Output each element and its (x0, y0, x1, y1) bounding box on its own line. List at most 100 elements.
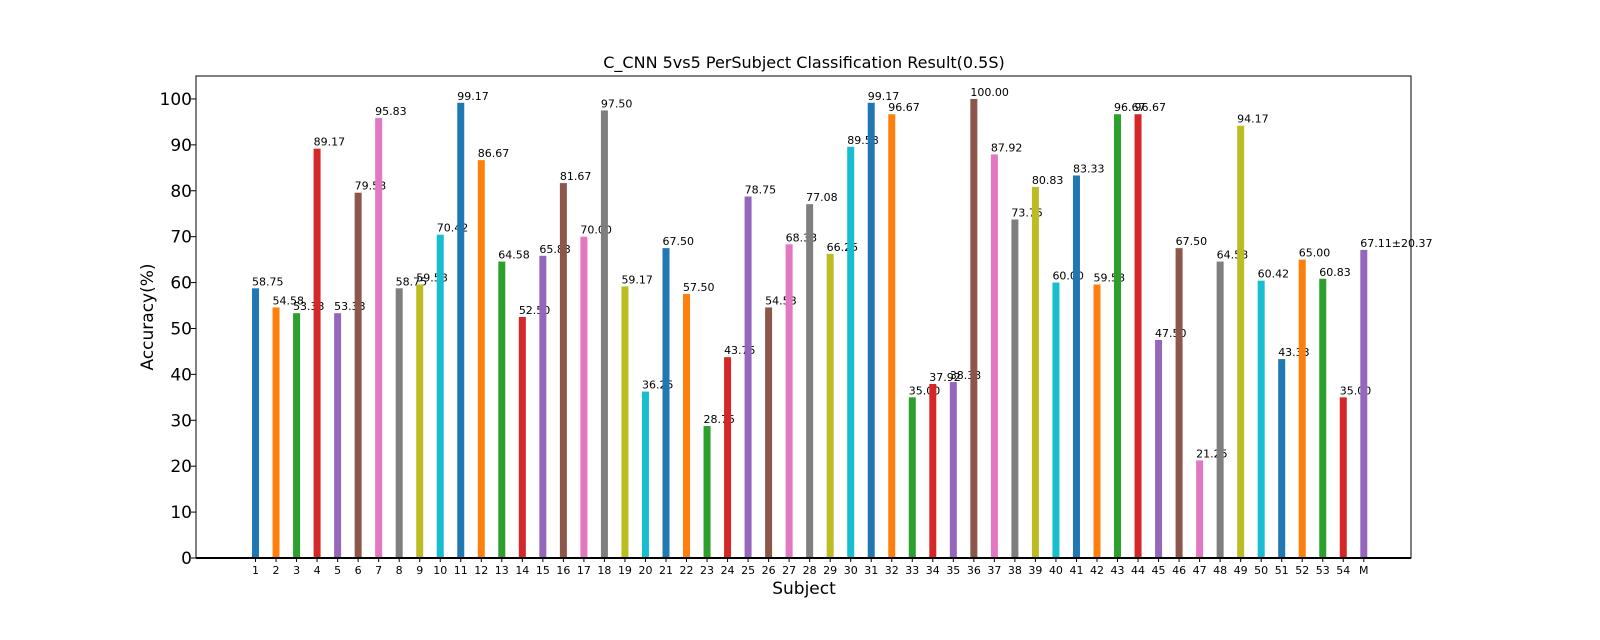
bar (703, 426, 711, 558)
bar (436, 234, 444, 559)
x-tick-label: 49 (1234, 564, 1248, 577)
bar (683, 294, 691, 558)
bar (477, 160, 485, 558)
x-tick-label: 18 (597, 564, 611, 577)
x-tick-label: 14 (515, 564, 529, 577)
bar (375, 118, 383, 558)
bar (1011, 219, 1019, 558)
x-tick-label: 38 (1008, 564, 1022, 577)
bar (1360, 249, 1368, 558)
y-tick-label: 80 (170, 182, 192, 202)
x-tick-label: 42 (1090, 564, 1104, 577)
x-tick-label: 15 (536, 564, 550, 577)
bar (1052, 282, 1060, 558)
data-label: 67.50 (662, 235, 694, 248)
data-label: 97.50 (601, 97, 633, 110)
x-tick-label: 19 (618, 564, 632, 577)
bar (539, 255, 547, 558)
x-tick-label: 16 (556, 564, 570, 577)
bar (416, 284, 424, 558)
data-label: 94.17 (1237, 113, 1269, 126)
data-label: 59.17 (621, 273, 653, 286)
data-label: 80.83 (1032, 174, 1064, 187)
data-label: 83.33 (1073, 162, 1105, 175)
bar (600, 110, 608, 558)
x-tick-label: 30 (844, 564, 858, 577)
bar (785, 244, 793, 558)
y-tick-label: 100 (160, 90, 192, 110)
x-tick-label: 5 (334, 564, 341, 577)
x-tick-label: M (1359, 564, 1369, 577)
x-tick-label: 46 (1172, 564, 1186, 577)
bar (1072, 175, 1080, 558)
bar (1093, 284, 1101, 558)
x-tick-label: 1 (252, 564, 259, 577)
x-tick-label: 37 (987, 564, 1001, 577)
data-label: 86.67 (478, 147, 510, 160)
bar (1278, 359, 1286, 558)
bar (1031, 186, 1039, 558)
x-tick-label: 47 (1193, 564, 1207, 577)
x-tick-label: 20 (638, 564, 652, 577)
bar (1257, 280, 1265, 558)
x-tick-label: 39 (1028, 564, 1042, 577)
x-tick-label: 23 (700, 564, 714, 577)
bar (518, 317, 526, 558)
x-tick-label: 22 (680, 564, 694, 577)
bar (1134, 114, 1142, 558)
x-tick-label: 2 (273, 564, 280, 577)
x-tick-label: 28 (803, 564, 817, 577)
data-label: 67.11±20.37 (1360, 237, 1432, 250)
bar (354, 192, 362, 558)
data-label: 87.92 (991, 141, 1023, 154)
bar (457, 102, 465, 558)
y-tick-label: 40 (170, 365, 192, 385)
y-tick-label: 10 (170, 503, 192, 523)
bar (1319, 278, 1327, 558)
x-tick-label: 8 (396, 564, 403, 577)
x-tick-label: 33 (905, 564, 919, 577)
data-label: 96.67 (888, 101, 920, 114)
data-label: 67.50 (1176, 235, 1208, 248)
bar (1114, 114, 1122, 558)
bar (949, 382, 957, 558)
x-tick-label: 25 (741, 564, 755, 577)
y-tick-label: 50 (170, 319, 192, 339)
bar (908, 397, 916, 558)
bar (559, 183, 567, 558)
y-tick-label: 90 (170, 136, 192, 156)
data-label: 60.42 (1258, 268, 1290, 281)
data-label: 37.92 (929, 371, 961, 384)
x-tick-label: 50 (1254, 564, 1268, 577)
data-label: 95.83 (375, 105, 407, 118)
bar (498, 261, 506, 558)
x-tick-label: 41 (1069, 564, 1083, 577)
x-tick-label: 3 (293, 564, 300, 577)
y-tick-label: 30 (170, 411, 192, 431)
data-label: 100.00 (970, 86, 1009, 99)
bar (1216, 261, 1224, 558)
bar (1298, 259, 1306, 558)
x-tick-label: 31 (864, 564, 878, 577)
x-tick-label: 52 (1295, 564, 1309, 577)
bar (744, 196, 752, 558)
x-tick-label: 12 (474, 564, 488, 577)
bar (929, 383, 937, 558)
x-axis-title: Subject (772, 579, 836, 599)
bar (1175, 248, 1183, 558)
x-tick-label: 24 (721, 564, 735, 577)
bar (252, 288, 260, 558)
x-tick-label: 36 (967, 564, 981, 577)
data-label: 77.08 (806, 191, 838, 204)
x-tick-label: 10 (433, 564, 447, 577)
x-tick-label: 34 (926, 564, 940, 577)
x-tick-label: 6 (355, 564, 362, 577)
x-tick-label: 4 (314, 564, 321, 577)
bar (765, 307, 773, 558)
x-tick-label: 45 (1152, 564, 1166, 577)
bar (641, 391, 649, 558)
bar (334, 313, 342, 558)
x-tick-label: 53 (1316, 564, 1330, 577)
x-tick-label: 27 (782, 564, 796, 577)
data-label: 99.17 (868, 90, 900, 103)
